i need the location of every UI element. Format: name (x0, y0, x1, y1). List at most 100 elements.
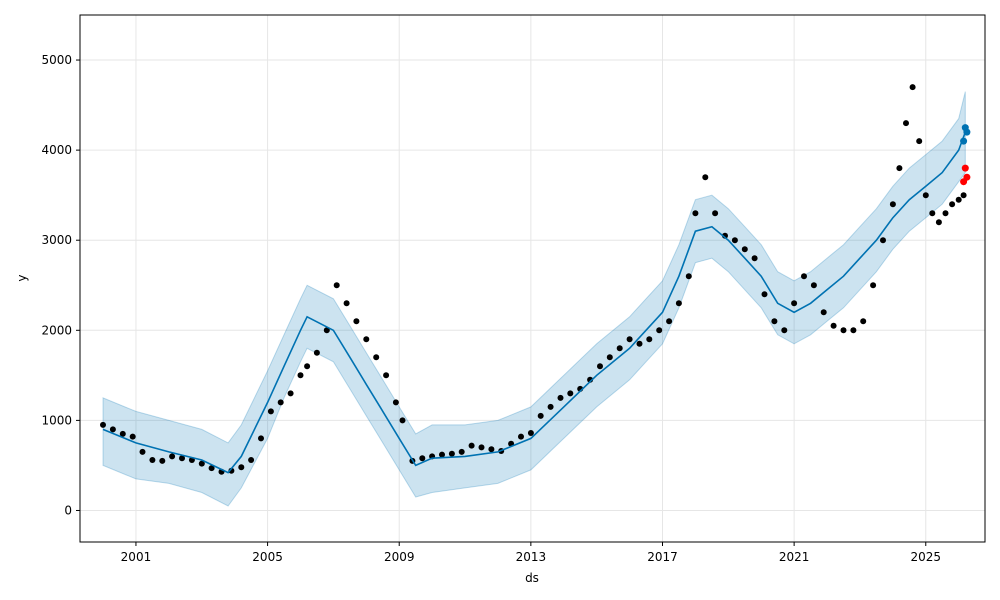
observed-point (109, 426, 116, 433)
observed-point (896, 165, 903, 172)
observed-point (277, 399, 284, 406)
observed-point (870, 282, 877, 289)
observed-point (731, 237, 738, 244)
observed-point (922, 192, 929, 199)
observed-point (830, 322, 837, 329)
forecast-series-line (102, 131, 967, 474)
observed-point (267, 408, 274, 415)
observed-point (129, 433, 136, 440)
observed-point (383, 372, 390, 379)
observed-point (685, 273, 692, 280)
test-actual-point (961, 164, 969, 172)
observed-point (791, 300, 798, 307)
uncertainty-band-area (102, 91, 966, 507)
observed-point (547, 403, 554, 410)
observed-point (880, 237, 886, 244)
observed-point (392, 399, 399, 406)
observed-point (313, 349, 320, 356)
observed-point (478, 444, 485, 451)
observed-point (567, 390, 574, 397)
test-forecast-point (963, 128, 971, 136)
observed-point (304, 363, 311, 370)
observed-point (626, 336, 633, 343)
observed-point (935, 219, 942, 226)
observed-point (949, 201, 956, 208)
observed-point (448, 450, 455, 457)
observed-point (238, 464, 245, 471)
observed-point (916, 138, 923, 145)
x-tick-label: 2013 (516, 550, 547, 564)
observed-point (518, 433, 524, 440)
y-tick-label: 4000 (41, 143, 72, 157)
x-tick-label: 2021 (779, 550, 810, 564)
observed-point (179, 455, 185, 462)
x-tick-label: 2005 (252, 550, 283, 564)
y-tick-label: 2000 (41, 323, 72, 337)
observed-point (343, 300, 350, 307)
observed-point (323, 327, 330, 334)
observed-point (781, 327, 788, 334)
observed-point (960, 192, 967, 199)
observed-point (373, 354, 380, 361)
y-tick-label: 3000 (41, 233, 72, 247)
y-tick-label: 0 (64, 503, 72, 517)
observed-point (159, 457, 166, 464)
observed-point (198, 460, 205, 467)
y-axis-label: y (15, 274, 29, 281)
observed-point (675, 300, 682, 307)
uncertainty-band (102, 91, 966, 507)
observed-point (909, 84, 916, 91)
observed-point (903, 120, 909, 127)
observed-point (149, 457, 156, 463)
observed-point (439, 451, 445, 458)
observed-point (468, 442, 475, 449)
x-axis-ticks: 2001 2005 2009 2013 2017 2021 2025 (121, 542, 941, 564)
y-tick-label: 5000 (41, 53, 72, 67)
observed-point (557, 394, 564, 401)
observed-point (537, 412, 544, 419)
observed-point (801, 273, 807, 280)
observed-point (929, 210, 936, 217)
observed-point (419, 455, 426, 462)
observed-point (169, 453, 176, 460)
observed-point (751, 255, 758, 262)
observed-point (458, 448, 465, 455)
test-forecast-point (960, 137, 968, 145)
observed-point (955, 196, 962, 203)
observed-point (692, 210, 699, 217)
x-axis-label: ds (525, 571, 539, 585)
observed-point (119, 430, 126, 437)
observed-point (771, 318, 778, 325)
grid (80, 15, 985, 542)
x-tick-label: 2001 (121, 550, 152, 564)
observed-point (712, 210, 719, 217)
observed-point (942, 210, 949, 217)
observed-point (840, 327, 847, 334)
observed-point (208, 465, 215, 472)
observed-point (597, 363, 603, 370)
observed-point (353, 318, 360, 325)
x-tick-label: 2025 (910, 550, 941, 564)
observed-point (606, 354, 613, 361)
observed-point (636, 340, 643, 347)
observed-point (810, 282, 817, 289)
observed-point (333, 282, 340, 289)
observed-point (399, 417, 406, 424)
test-actual-point (963, 173, 971, 181)
observed-point (100, 421, 106, 428)
observed-point (363, 336, 370, 343)
observed-point (860, 318, 867, 325)
observed-point (646, 336, 653, 343)
observed-point (761, 291, 768, 298)
observed-point (656, 327, 663, 334)
plot-frame (79, 14, 986, 543)
observed-point (139, 448, 146, 455)
observed-point (488, 446, 495, 453)
observed-point (741, 246, 748, 253)
test-period-points (960, 124, 971, 186)
observed-point (702, 174, 709, 181)
observed-point (850, 327, 857, 334)
x-tick-label: 2017 (647, 550, 678, 564)
observed-point (297, 372, 304, 379)
